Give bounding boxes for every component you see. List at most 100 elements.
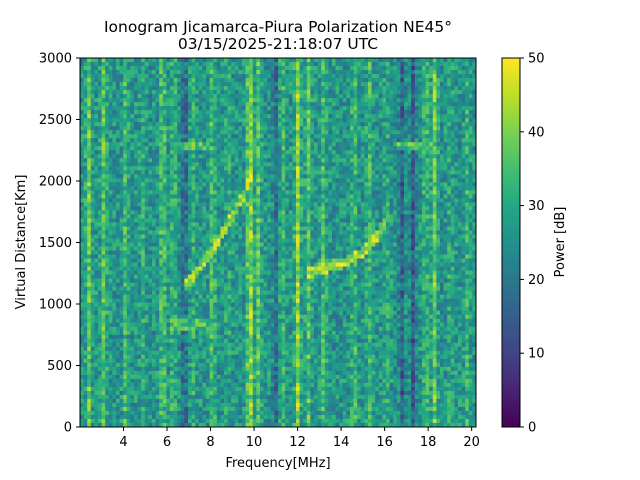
heatmap-cell [242,374,246,380]
heatmap-cell [137,246,142,251]
heatmap-cell [267,206,272,211]
heatmap-cell [148,422,153,428]
heatmap-cell [188,154,192,159]
heatmap-cell [231,338,236,344]
heatmap-cell [216,386,221,392]
heatmap-cell [216,250,221,255]
heatmap-cell [260,354,264,360]
heatmap-cell [90,338,95,344]
heatmap-cell [119,178,124,183]
heatmap-cell [227,178,232,183]
heatmap-cell [144,350,149,356]
heatmap-cell [101,78,106,83]
heatmap-cell [98,286,102,292]
heatmap-cell [245,382,250,388]
heatmap-cell [260,86,264,91]
heatmap-cell [245,150,250,155]
heatmap-cell [170,66,174,71]
heatmap-cell [231,402,236,408]
heatmap-cell [105,326,110,332]
heatmap-cell [137,362,142,368]
heatmap-cell [267,194,272,199]
heatmap-cell [191,82,196,87]
heatmap-cell [98,58,102,63]
heatmap-cell [112,346,117,352]
heatmap-cell [263,78,268,83]
heatmap-cell [198,190,203,195]
heatmap-cell [83,234,88,239]
heatmap-cell [112,114,117,119]
heatmap-cell [188,82,192,87]
heatmap-cell [159,166,164,171]
heatmap-cell [87,62,92,67]
heatmap-cell [155,274,160,279]
heatmap-cell [94,310,99,316]
heatmap-cell [263,370,268,376]
heatmap-cell [213,210,218,215]
heatmap-cell [202,350,207,356]
heatmap-cell [116,146,120,151]
heatmap-cell [184,114,189,119]
heatmap-cell [126,286,131,292]
heatmap-cell [94,142,99,147]
heatmap-cell [267,150,272,155]
heatmap-cell [238,330,243,336]
heatmap-cell [112,174,117,179]
heatmap-cell [126,138,131,143]
heatmap-cell [180,422,185,428]
heatmap-cell [137,346,142,352]
heatmap-cell [155,242,160,247]
heatmap-cell [162,118,167,123]
heatmap-cell [238,422,243,428]
heatmap-cell [155,238,160,243]
heatmap-cell [98,302,102,308]
heatmap-cell [134,138,138,143]
heatmap-cell [202,378,207,384]
heatmap-cell [137,406,142,412]
heatmap-cell [137,74,142,79]
heatmap-cell [260,410,264,416]
heatmap-cell [274,102,279,107]
heatmap-cell [242,226,246,231]
heatmap-cell [242,62,246,67]
heatmap-cell [191,390,196,396]
heatmap-cell [148,210,153,215]
heatmap-cell [144,78,149,83]
heatmap-cell [152,114,156,119]
heatmap-cell [90,334,95,340]
heatmap-cell [130,146,135,151]
heatmap-cell [263,126,268,131]
heatmap-cell [144,202,149,207]
heatmap-cell [270,374,275,380]
heatmap-cell [249,214,254,219]
heatmap-cell [101,194,106,199]
heatmap-cell [108,110,113,115]
heatmap-cell [144,418,149,424]
heatmap-cell [234,254,239,259]
heatmap-cell [227,206,232,211]
heatmap-cell [256,282,261,288]
heatmap-cell [245,278,250,284]
heatmap-cell [216,110,221,115]
heatmap-cell [137,146,142,151]
heatmap-cell [216,362,221,368]
heatmap-cell [105,318,110,324]
heatmap-cell [209,234,214,239]
heatmap-cell [177,82,182,87]
heatmap-cell [90,202,95,207]
heatmap-cell [242,394,246,400]
heatmap-cell [188,106,192,111]
heatmap-cell [137,78,142,83]
heatmap-cell [152,146,156,151]
heatmap-cell [119,278,124,284]
heatmap-cell [173,118,178,123]
heatmap-cell [148,382,153,388]
heatmap-cell [245,322,250,328]
heatmap-cell [159,402,164,408]
heatmap-cell [141,414,146,420]
heatmap-cell [267,346,272,352]
heatmap-cell [267,378,272,384]
heatmap-cell [141,122,146,127]
heatmap-cell [159,62,164,67]
heatmap-cell [267,418,272,424]
